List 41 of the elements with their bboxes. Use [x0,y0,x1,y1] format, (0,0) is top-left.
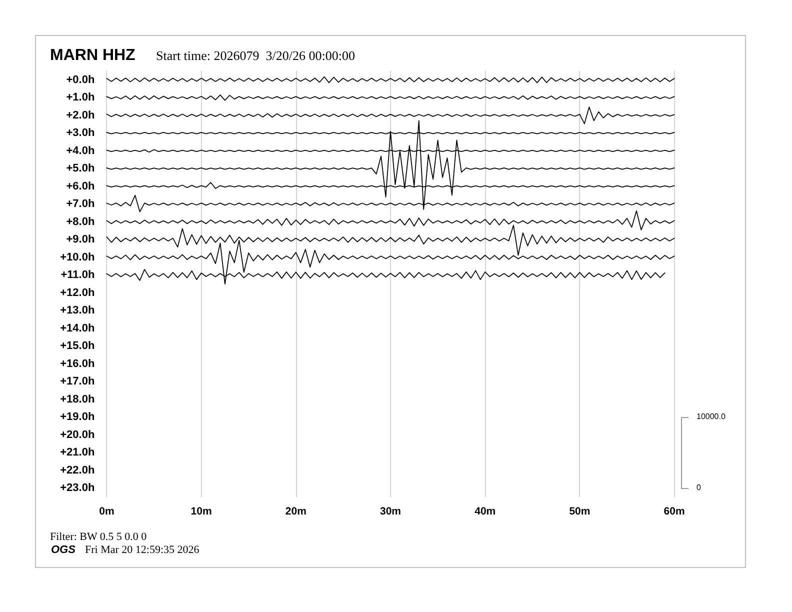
x-tick-label: 40m [474,506,496,518]
y-tick-label: +6.0h [66,180,95,192]
line-series [106,106,675,124]
y-tick-label: +9.0h [66,234,95,246]
y-tick-label: +10.0h [60,251,95,264]
x-tick-label: 60m [664,506,685,518]
y-tick-label: +22.0h [60,464,95,476]
x-tick-label: 20m [285,506,306,518]
y-tick-label: +18.0h [60,393,95,406]
text: Filter: BW 0.5 5 0.0 0 [50,531,147,543]
y-tick-label: +1.0h [66,92,95,104]
y-tick-label: +23.0h [60,482,95,494]
y-tick-label: +12.0h [60,286,95,299]
y-tick-label: +4.0h [66,144,95,157]
y-tick-label: +20.0h [60,428,95,441]
y-tick-label: +16.0h [60,358,95,370]
x-tick-label: 50m [569,506,590,518]
y-tick-label: +15.0h [60,340,95,352]
y-tick-label: +2.0h [66,109,95,122]
chart-subtitle: Start time: 2026079 3/20/26 00:00:00 [156,48,355,63]
y-tick-label: +3.0h [66,127,95,140]
y-tick-label: +14.0h [60,322,95,334]
text: OGS [51,544,76,556]
line-series [106,210,675,230]
x-tick-label: 0m [99,506,114,518]
text: 10000.0 [696,411,726,424]
y-tick-label: +7.0h [66,198,95,210]
y-tick-label: +5.0h [66,162,95,175]
y-tick-label: +17.0h [60,376,95,388]
x-tick-label: 30m [380,506,402,518]
text: 0 [696,482,701,494]
y-tick-label: +13.0h [60,304,95,317]
x-tick-label: 10m [190,506,212,518]
y-tick-label: +11.0h [60,269,95,282]
y-tick-label: +0.0h [66,74,95,86]
line-series [106,120,675,210]
y-tick-label: +19.0h [60,411,95,424]
text: Fri Mar 20 12:59:35 2026 [85,544,200,556]
y-tick-label: +21.0h [60,446,95,459]
chart-title: MARN HHZ [50,46,136,64]
y-tick-label: +8.0h [66,216,95,228]
